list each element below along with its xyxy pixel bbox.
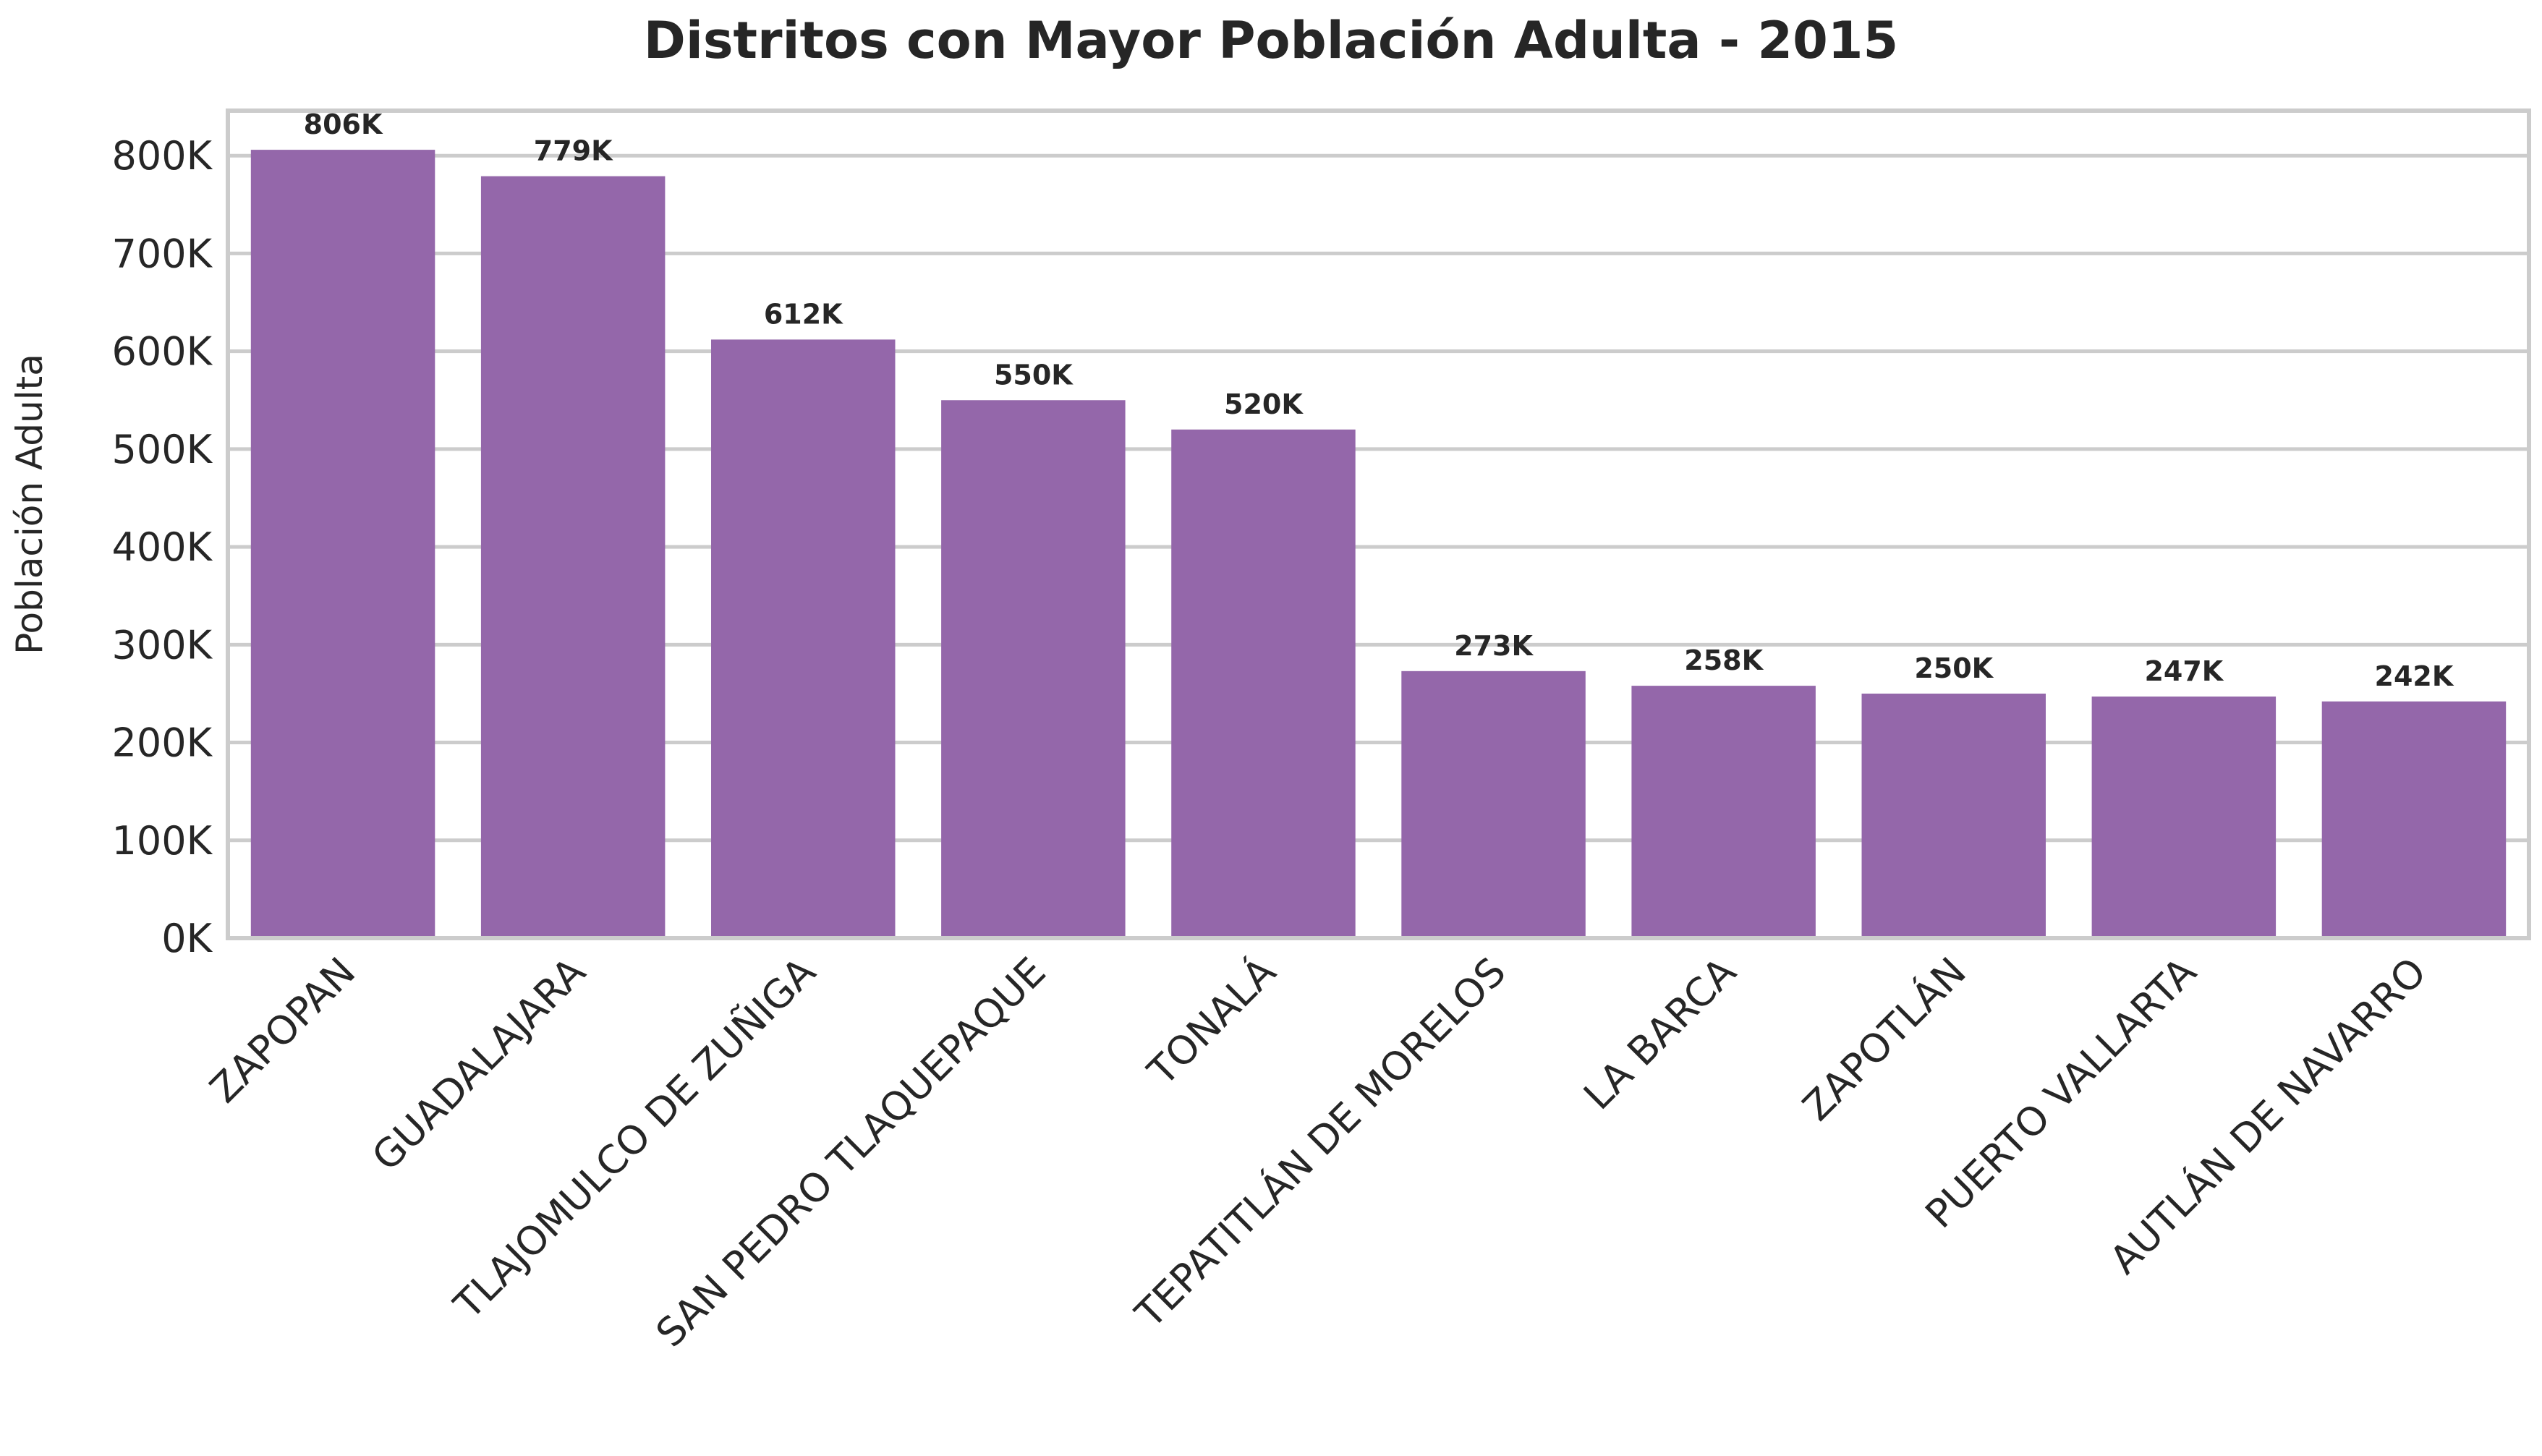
x-tick-label: TEPATITLÁN DE MORELOS — [1126, 949, 1515, 1337]
bar — [1861, 693, 2046, 938]
data-label: 550K — [994, 359, 1074, 391]
y-tick-label: 0K — [161, 916, 213, 961]
bar — [2091, 696, 2277, 938]
bar — [711, 339, 896, 938]
data-label: 520K — [1224, 388, 1304, 420]
x-tick-label: ZAPOTLÁN — [1794, 949, 1975, 1130]
x-tick-label: GUADALAJARA — [363, 949, 594, 1180]
data-label: 247K — [2144, 655, 2224, 687]
x-tick-label: TLAJOMULCO DE ZUÑIGA — [445, 949, 825, 1329]
bar — [1631, 686, 1816, 938]
y-tick-label: 700K — [112, 231, 213, 276]
data-label: 612K — [764, 298, 843, 330]
data-label: 250K — [1914, 652, 1994, 684]
bars — [250, 150, 2507, 939]
bar — [1401, 670, 1586, 938]
data-label: 806K — [304, 108, 383, 140]
bar — [941, 400, 1126, 938]
y-tick-label: 500K — [112, 427, 213, 472]
x-tick-label: TONALÁ — [1139, 949, 1285, 1095]
y-tick-label: 200K — [112, 720, 213, 766]
y-tick-labels: 0K 100K 200K 300K 400K 500K 600K 700K 800K — [112, 133, 213, 961]
data-label: 242K — [2375, 660, 2454, 692]
x-tick-label: ZAPOPAN — [201, 949, 364, 1112]
plot-frame — [226, 108, 2531, 940]
data-label: 779K — [534, 135, 613, 167]
data-labels: 806K 779K 612K 550K 520K 273K 258K 250K 247K 242K — [304, 108, 2454, 692]
bar — [480, 176, 666, 939]
y-tick-label: 600K — [112, 329, 213, 375]
bar — [250, 150, 435, 938]
x-tick-label: SAN PEDRO TLAQUEPAQUE — [647, 949, 1055, 1356]
bar — [1171, 429, 1356, 938]
y-tick-label: 100K — [112, 818, 213, 864]
y-tick-label: 400K — [112, 524, 213, 570]
y-tick-label: 300K — [112, 622, 213, 668]
y-tick-label: 800K — [112, 133, 213, 179]
bar — [2321, 701, 2507, 938]
data-label: 273K — [1454, 630, 1534, 662]
chart-title: Distritos con Mayor Población Adulta - 2… — [644, 11, 1898, 70]
x-tick-label: LA BARCA — [1575, 949, 1745, 1119]
data-label: 258K — [1684, 644, 1764, 676]
y-axis-label: Población Adulta — [9, 354, 51, 655]
